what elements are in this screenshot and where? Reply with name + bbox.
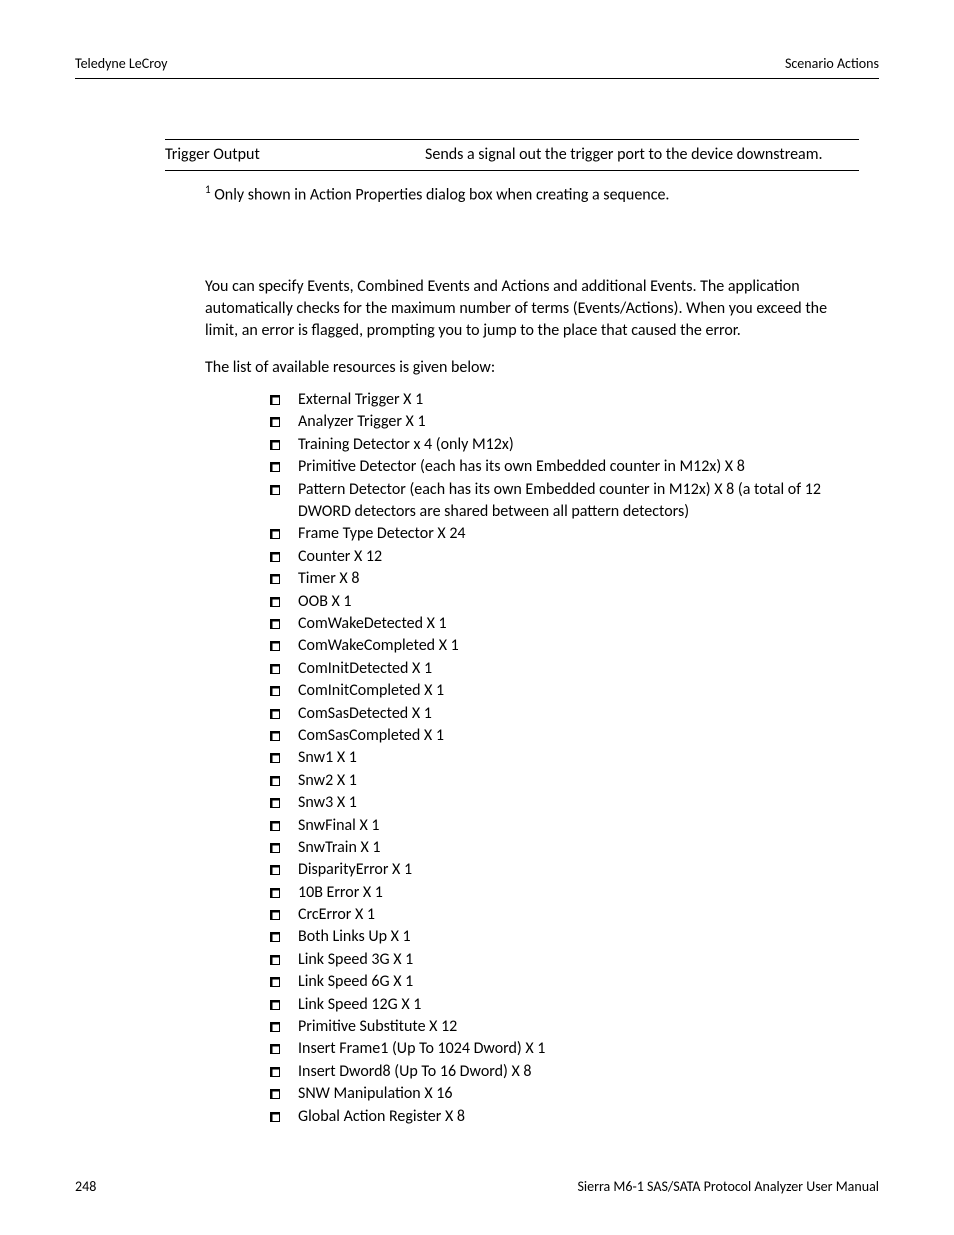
action-table-wrap: Trigger Output Sends a signal out the tr…: [165, 139, 859, 171]
list-item: OOB X 1: [270, 591, 839, 613]
list-item: External Trigger X 1: [270, 389, 839, 411]
list-item: Primitive Substitute X 12: [270, 1016, 839, 1038]
list-item: Link Speed 12G X 1: [270, 994, 839, 1016]
list-item: Frame Type Detector X 24: [270, 523, 839, 545]
list-item: SnwTrain X 1: [270, 837, 839, 859]
body-paragraph-1: You can specify Events, Combined Events …: [205, 276, 839, 343]
list-item: ComInitCompleted X 1: [270, 680, 839, 702]
list-item: SNW Manipulation X 16: [270, 1083, 839, 1105]
list-item: 10B Error X 1: [270, 882, 839, 904]
list-item: DisparityError X 1: [270, 859, 839, 881]
header-right: Scenario Actions: [785, 55, 879, 72]
list-item: Snw2 X 1: [270, 770, 839, 792]
list-item: Pattern Detector (each has its own Embed…: [270, 479, 839, 524]
list-item: Link Speed 6G X 1: [270, 971, 839, 993]
list-item: Snw1 X 1: [270, 747, 839, 769]
list-item: ComWakeCompleted X 1: [270, 635, 839, 657]
body-paragraph-2: The list of available resources is given…: [205, 357, 839, 379]
list-item: ComWakeDetected X 1: [270, 613, 839, 635]
list-item: Link Speed 3G X 1: [270, 949, 839, 971]
list-item: Training Detector x 4 (only M12x): [270, 434, 839, 456]
table-row: Trigger Output Sends a signal out the tr…: [165, 140, 859, 171]
list-item: ComInitDetected X 1: [270, 658, 839, 680]
list-item: Analyzer Trigger X 1: [270, 411, 839, 433]
list-item: Global Action Register X 8: [270, 1106, 839, 1128]
list-item: CrcError X 1: [270, 904, 839, 926]
list-item: Primitive Detector (each has its own Emb…: [270, 456, 839, 478]
action-description-cell: Sends a signal out the trigger port to t…: [425, 140, 859, 171]
manual-title: Sierra M6-1 SAS/SATA Protocol Analyzer U…: [577, 1178, 879, 1195]
footnote: 1 Only shown in Action Properties dialog…: [205, 183, 839, 206]
list-item: ComSasCompleted X 1: [270, 725, 839, 747]
page-footer: 248 Sierra M6-1 SAS/SATA Protocol Analyz…: [75, 1178, 879, 1195]
page-header: Teledyne LeCroy Scenario Actions: [75, 55, 879, 79]
list-item: Timer X 8: [270, 568, 839, 590]
list-item: Insert Dword8 (Up To 16 Dword) X 8: [270, 1061, 839, 1083]
list-item: Snw3 X 1: [270, 792, 839, 814]
list-item: ComSasDetected X 1: [270, 703, 839, 725]
action-name-cell: Trigger Output: [165, 140, 425, 171]
list-item: Counter X 12: [270, 546, 839, 568]
list-item: SnwFinal X 1: [270, 815, 839, 837]
action-table: Trigger Output Sends a signal out the tr…: [165, 139, 859, 171]
resource-list: External Trigger X 1Analyzer Trigger X 1…: [270, 389, 839, 1128]
footnote-text: Only shown in Action Properties dialog b…: [211, 185, 670, 204]
page-number: 248: [75, 1178, 96, 1195]
header-left: Teledyne LeCroy: [75, 55, 168, 72]
list-item: Insert Frame1 (Up To 1024 Dword) X 1: [270, 1038, 839, 1060]
list-item: Both Links Up X 1: [270, 926, 839, 948]
